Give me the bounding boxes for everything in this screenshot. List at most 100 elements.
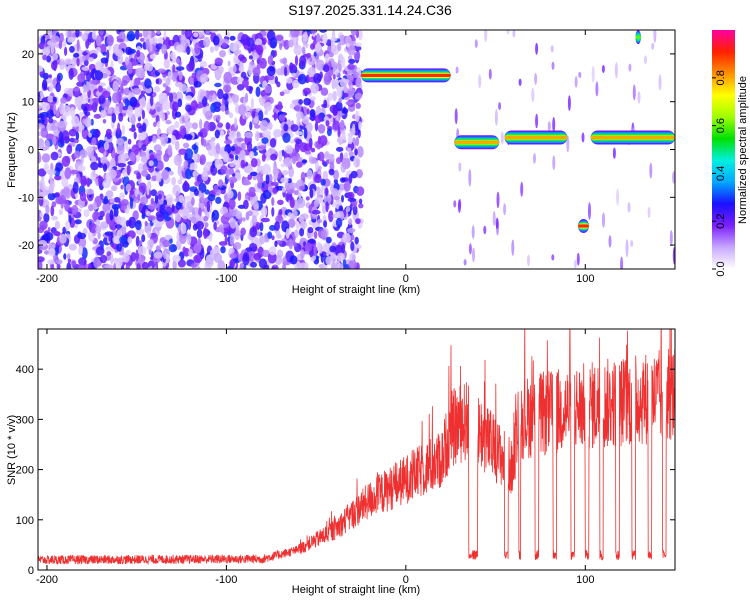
spectrogram-noise-cell: [210, 165, 214, 173]
spectrogram-noise-cell: [341, 194, 344, 203]
spectrogram-noise-cell: [343, 79, 350, 84]
spectrogram-noise-cell: [331, 188, 339, 197]
spectrogram-noise-cell: [201, 96, 208, 107]
spectrogram-noise-cell: [38, 233, 41, 240]
spectrogram-noise-cell: [288, 238, 293, 250]
spectrogram-noise-cell: [185, 104, 193, 112]
spectrogram-noise-cell: [273, 129, 282, 138]
spectrogram-noise-cell: [279, 42, 283, 50]
spectrogram-noise-cell: [249, 171, 258, 177]
spectrogram-noise-cell: [93, 113, 102, 119]
spectrogram-noise-cell: [52, 53, 59, 61]
spectrogram-noise-cell: [199, 154, 206, 166]
spectrogram-noise-cell: [59, 234, 67, 244]
spectrogram-noise-cell: [85, 188, 94, 195]
spectrogram-noise-cell: [328, 70, 334, 77]
spectrogram-noise-cell: [291, 155, 297, 165]
spectrogram-noise-cell: [301, 159, 308, 164]
spectrogram-noise-cell: [325, 187, 329, 197]
spectrogram-noise-cell: [314, 121, 319, 132]
spectrogram-noise-cell: [116, 137, 125, 146]
spectrogram-noise-cell: [285, 228, 290, 240]
spectrogram-noise-cell: [140, 196, 149, 205]
spectrogram-noise-cell: [99, 30, 104, 36]
spectrogram-ridge: [635, 35, 641, 39]
spectrogram-noise-cell: [354, 148, 358, 156]
spectrogram-noise-cell: [38, 104, 42, 110]
spectrogram-noise-cell: [253, 252, 262, 261]
spectrogram-noise-cell: [129, 151, 136, 162]
spectrogram-noise-cell: [52, 135, 57, 146]
spectrogram-noise-cell: [118, 257, 123, 268]
spectrogram-noise-cell: [171, 72, 177, 82]
spectrogram-noise-cell: [63, 253, 67, 260]
spectrogram-noise-cell: [76, 57, 80, 67]
spectrogram-noise-cell: [211, 209, 220, 221]
spectrogram-noise-cell: [92, 211, 101, 222]
spectrogram-noise-cell: [102, 163, 108, 172]
spectrogram-noise-cell: [199, 60, 208, 68]
spectrogram-noise-cell: [111, 113, 117, 123]
spectrogram-noise-cell: [238, 49, 242, 56]
spectrogram-noise-cell: [325, 201, 329, 213]
spectrogram-noise-cell: [136, 172, 142, 180]
spectrogram-noise-cell: [190, 100, 198, 111]
spectrogram-noise-cell: [218, 224, 224, 233]
spectrogram-noise-cell: [183, 133, 193, 140]
spectrogram-streak-cell: [498, 102, 502, 111]
spectrogram-noise-cell: [323, 75, 332, 86]
spectrogram-noise-cell: [301, 46, 306, 55]
spectrogram-noise-cell: [336, 252, 345, 262]
spectrogram-noise-cell: [64, 220, 71, 231]
spectrogram-ridge: [454, 140, 500, 144]
spectrogram-noise-cell: [64, 58, 73, 65]
colorbar-tick-label: 0.4: [715, 166, 727, 181]
spectrogram-noise-cell: [135, 249, 139, 262]
spectrogram-noise-cell: [256, 63, 261, 70]
spectrogram-streak-cell: [651, 42, 655, 50]
spectrogram-noise-cell: [79, 124, 85, 131]
spectrogram-noise-cell: [193, 243, 202, 254]
spectrogram-noise-cell: [168, 244, 177, 253]
spectrogram-noise-cell: [354, 236, 359, 245]
spectrogram-noise-cell: [106, 34, 114, 47]
spectrogram-noise-cell: [320, 186, 324, 198]
spectrogram-noise-cell: [332, 90, 337, 102]
spectrogram-noise-cell: [228, 112, 234, 119]
spectrogram-noise-cell: [249, 226, 258, 238]
spectrogram-noise-cell: [248, 186, 256, 195]
spectrogram-noise-cell: [116, 38, 124, 43]
spectrogram-noise-cell: [93, 256, 101, 269]
spectrogram-noise-cell: [335, 78, 339, 90]
spectrogram-noise-cell: [289, 62, 294, 72]
spectrogram-noise-cell: [310, 96, 317, 101]
spectrogram-noise-cell: [148, 160, 154, 167]
spectrogram-noise-cell: [175, 190, 180, 203]
spectrogram-noise-cell: [228, 176, 238, 184]
x-tick-label: -200: [36, 273, 58, 285]
spectrogram-streak-cell: [552, 117, 556, 133]
spectrogram-noise-cell: [347, 147, 352, 153]
spectrogram-noise-cell: [250, 261, 257, 268]
spectrogram-noise-cell: [235, 223, 240, 233]
spectrogram-noise-cell: [303, 143, 313, 152]
spectrogram-noise-cell: [144, 220, 148, 227]
snr-xlabel: Height of straight line (km): [292, 584, 420, 596]
spectrogram-noise-cell: [191, 197, 195, 206]
spectrogram-noise-cell: [155, 171, 162, 183]
spectrogram-noise-cell: [225, 168, 230, 180]
spectrogram-noise-cell: [164, 234, 172, 240]
spectrogram-noise-cell: [262, 95, 270, 100]
spectrogram-streak-cell: [511, 239, 515, 256]
spectrogram-noise-cell: [38, 119, 45, 124]
spectrogram-noise-cell: [180, 222, 187, 235]
spectrogram-streak-cell: [647, 206, 651, 219]
spectrogram-noise-cell: [261, 137, 269, 144]
spectrogram-noise-cell: [123, 87, 130, 96]
spectrogram-noise-cell: [342, 259, 347, 268]
spectrogram-noise-cell: [206, 200, 211, 212]
spectrogram-noise-cell: [92, 168, 96, 178]
spectrogram-streak-cell: [653, 30, 657, 43]
spectrogram-noise-cell: [257, 145, 267, 150]
spectrogram-noise-cell: [177, 98, 183, 108]
